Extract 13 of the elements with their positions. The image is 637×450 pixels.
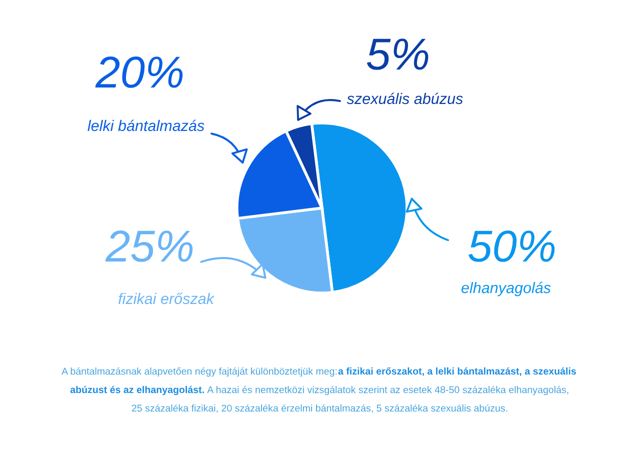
data-label: 20% [95, 56, 183, 88]
text: abúzust és az elhanyagolást. [70, 386, 204, 396]
data-label: 50% [468, 230, 555, 262]
slice-label: elhanyagolás [462, 282, 551, 296]
data-label: 25% [105, 230, 193, 262]
slice-label: szexuális abúzus [346, 92, 463, 104]
data-label: 5% [366, 38, 428, 70]
text: A hazai és nemzetközi vizsgálatok szerint az esetek 48-50 százaléka elhanyagolás, [207, 386, 568, 396]
slice-label: fizikai erőszak [118, 292, 215, 304]
text: A bántalmazásnak alapvetően négy fajtáját különböztetjük meg: [62, 367, 337, 377]
slice-label: lelki bántalmazás [88, 120, 204, 132]
text: a fizikai erőszakot, a lelki bántalmazást, a szexuális [338, 367, 576, 376]
text: 25 százaléka fizikai, 20 százaléka érzelmi bántalmazás, 5 százaléka szexuális abúzus. [132, 404, 508, 413]
